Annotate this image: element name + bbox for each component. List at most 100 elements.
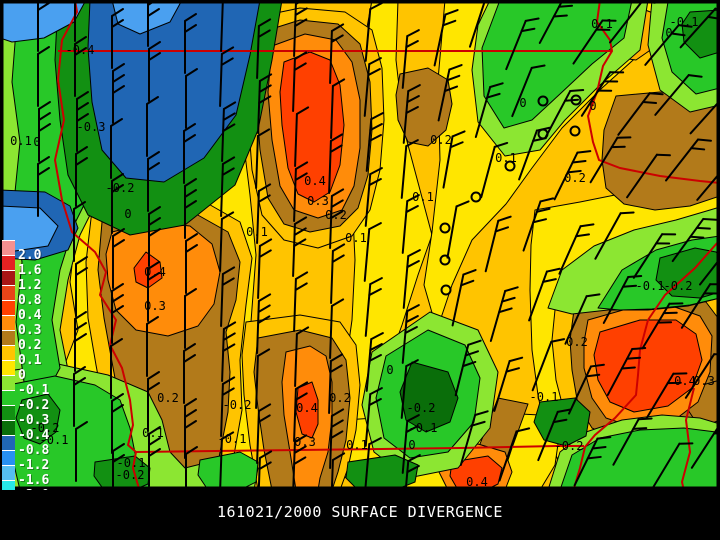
wind-barb-icon	[553, 150, 592, 201]
wind-barb-icon	[564, 293, 601, 345]
contour-label: -0.1	[117, 456, 146, 470]
contour-label: -0.1	[670, 15, 699, 29]
state-border-line	[53, 0, 141, 490]
contour-label: 0.1	[346, 438, 368, 452]
contour-blob	[197, 451, 259, 490]
state-border-line	[586, 0, 720, 184]
wind-barb-icon	[401, 304, 420, 364]
wind-barb-icon	[454, 339, 482, 397]
contour-label: 0.1	[345, 231, 367, 245]
wind-barb-icon	[558, 223, 595, 275]
wind-barb-icon	[220, 156, 236, 217]
contour-label: 0.1	[10, 134, 32, 148]
wind-barb-icon	[364, 277, 383, 337]
contour-label: 0.2	[157, 391, 179, 405]
colorbar-tick-label: -0.8	[18, 443, 50, 458]
station-circle-icon	[470, 191, 482, 203]
wind-barb-icon	[671, 217, 718, 263]
wind-barb-icon	[446, 200, 470, 259]
wind-barb-icon	[111, 8, 124, 69]
colorbar-segment	[2, 285, 15, 300]
wind-barb-icon	[111, 283, 124, 344]
contour-label: 0.2	[325, 208, 347, 222]
wind-barb-icon	[37, 46, 50, 107]
wind-barb-icon	[537, 408, 572, 462]
colorbar-segment	[2, 315, 15, 330]
wind-barb-icon	[184, 13, 197, 74]
colorbar-segment	[2, 420, 15, 435]
contour-labels: -0.40.1 -0.10-0.30.1 0-0.200.20 00.10.20.10…	[10, 15, 715, 489]
contour-label: -0.1	[530, 390, 559, 404]
wind-barb-icon	[183, 123, 196, 184]
wind-barb-icon	[645, 372, 688, 420]
wind-barb-icon	[257, 450, 273, 490]
wind-barb-icon	[401, 29, 420, 89]
wind-barb-icon	[184, 398, 197, 459]
wind-barb-icon	[401, 194, 420, 254]
wind-barb-icon	[522, 197, 555, 252]
chart-title: 161021/2000 SURFACE DIVERGENCE	[217, 503, 503, 521]
station-circle-icon	[569, 125, 581, 137]
title-bar: 161021/2000 SURFACE DIVERGENCE	[0, 490, 720, 540]
wind-barb-icon	[37, 156, 50, 217]
wind-barb-icon	[498, 427, 531, 482]
wind-barb-icon	[185, 233, 198, 294]
wind-barb-icon	[76, 91, 89, 152]
colorbar-segment	[2, 375, 15, 390]
wind-barb-icon	[626, 153, 671, 199]
wind-barb-icon	[37, 0, 50, 52]
contour-label: 0.3	[144, 299, 166, 313]
wind-barb-icon	[219, 431, 235, 490]
colorbar-segment	[2, 405, 15, 420]
wind-barb-icon	[147, 261, 160, 322]
contour-label: 0	[408, 438, 415, 452]
contour-label: -0.2	[116, 468, 145, 482]
wind-barb-icon	[256, 403, 272, 464]
wind-barb-icon	[73, 366, 86, 427]
contour-label: -0.2	[664, 279, 693, 293]
wind-barb-icon	[256, 183, 272, 244]
wind-barb-icon	[147, 151, 160, 212]
station-circle-icon	[440, 284, 452, 296]
wind-barb-icon	[511, 64, 546, 118]
wind-barb-icon	[572, 19, 617, 65]
contour-label: 0.1	[142, 426, 164, 440]
wind-barb-icon	[364, 387, 383, 447]
wind-barb-icon	[148, 41, 161, 102]
contour-label: 0	[665, 26, 672, 40]
wind-barb-icon	[75, 146, 88, 207]
contour-blob	[15, 393, 61, 445]
wind-barb-icon	[292, 434, 308, 490]
contour-label: 0	[589, 99, 596, 113]
contour-label: 0.4	[466, 475, 488, 489]
contour-label: -0.4	[66, 43, 95, 57]
colorbar-segment	[2, 300, 15, 315]
wind-barb-icon	[256, 18, 272, 79]
wind-barb-icon	[433, 9, 459, 67]
wind-barb-icon	[402, 249, 421, 309]
contour-label: 0.3	[307, 194, 329, 208]
map-canvas: -0.40.1 -0.10-0.30.1 0-0.200.20 00.10.20.10…	[0, 0, 720, 490]
wind-barb-icon	[293, 271, 309, 332]
contour-blob	[87, 0, 261, 183]
wind-barb-icon	[73, 201, 86, 262]
contour-label: 0.1	[246, 225, 268, 239]
contour-label: 0.4	[296, 401, 318, 415]
wind-barb-icon	[111, 393, 124, 454]
state-border-line	[572, 241, 719, 490]
colorbar-tick-label: 1.6	[18, 263, 42, 278]
wind-barb-icon	[257, 238, 273, 299]
state-borders	[53, 0, 720, 490]
wind-barb-icon	[111, 173, 124, 234]
colorbar	[2, 240, 15, 510]
wind-barb-icon	[74, 36, 87, 97]
wind-barb-icon	[110, 118, 123, 179]
wind-barb-icon	[112, 443, 125, 490]
wind-barb-icon	[220, 0, 236, 52]
colorbar-tick-label: -0.2	[18, 398, 50, 413]
wind-barb-icon	[294, 326, 310, 387]
wind-barb-icon	[255, 128, 271, 189]
colorbar-segment	[2, 240, 15, 255]
contour-blob	[0, 205, 59, 252]
wind-barb-icon	[147, 371, 160, 432]
